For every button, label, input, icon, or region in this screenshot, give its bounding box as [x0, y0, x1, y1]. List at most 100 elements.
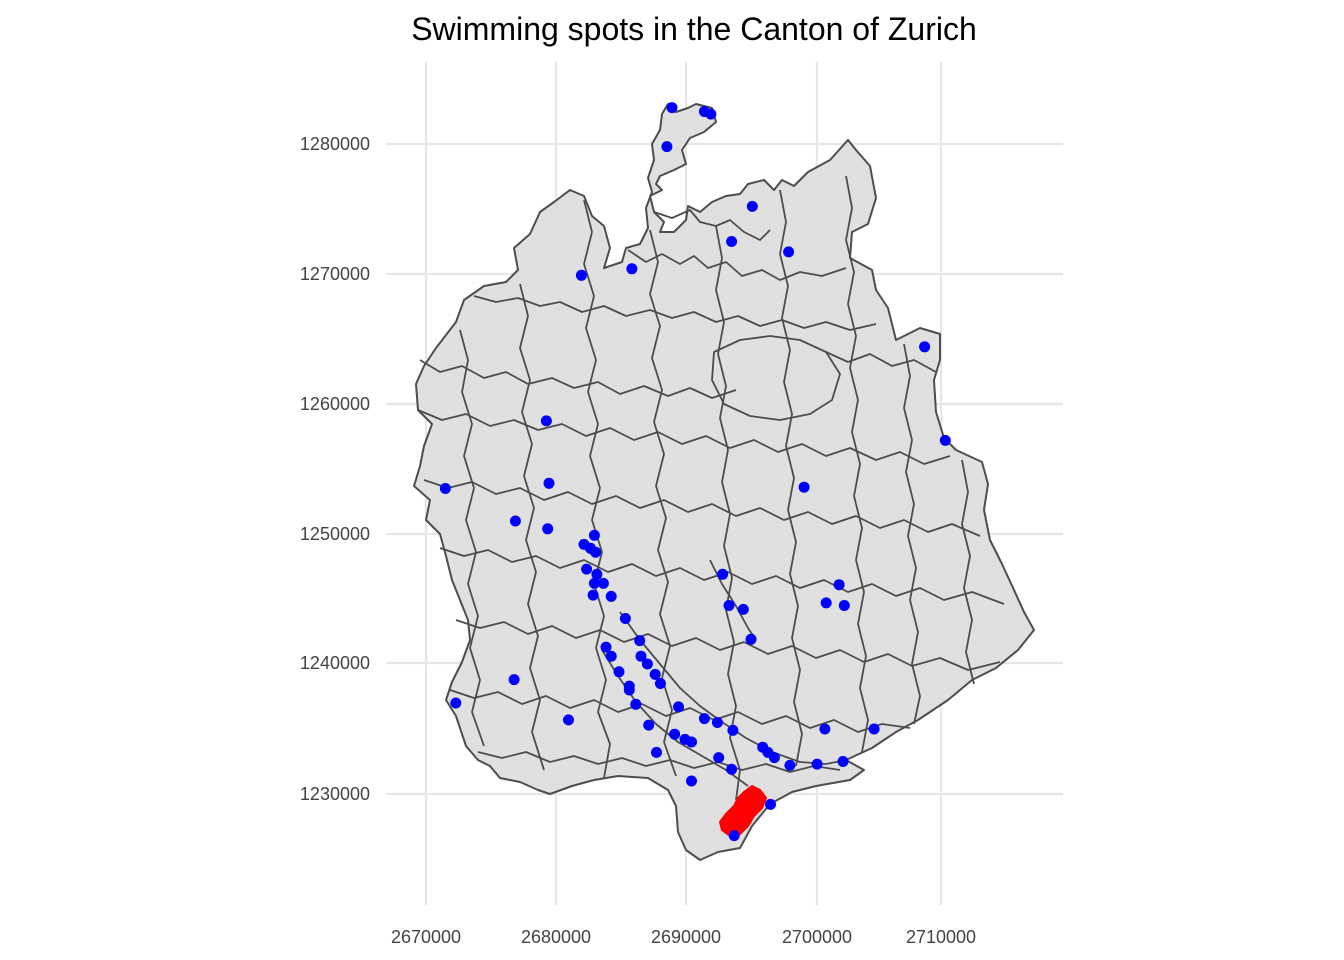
swimming-spot-32 [737, 603, 749, 615]
boundary-north-2 [627, 249, 847, 281]
swimming-spot-54 [819, 723, 831, 735]
swimming-spot-31 [723, 600, 735, 611]
boundary-north-5 [825, 351, 937, 373]
swimming-spot-38 [635, 650, 647, 662]
swimming-spot-67 [726, 763, 738, 775]
swimming-spot-62 [768, 752, 780, 764]
swimming-spot-15 [509, 515, 521, 527]
y-tick-label: 1240000 [300, 653, 370, 673]
swimming-spot-70 [728, 830, 740, 842]
swimming-spot-39 [641, 658, 653, 670]
swimming-spots [439, 102, 951, 842]
swimming-spot-56 [669, 728, 681, 740]
swimming-spot-63 [713, 752, 725, 764]
swimming-spot-69 [765, 798, 776, 810]
swimming-spot-66 [837, 756, 849, 767]
y-tick-label: 1250000 [300, 524, 370, 544]
swimming-spot-8 [575, 269, 587, 281]
swimming-spot-11 [939, 434, 951, 446]
swimming-spot-9 [919, 341, 931, 353]
boundary-south-3 [477, 751, 841, 773]
swimming-spot-43 [654, 678, 666, 689]
boundary-vertical-2 [519, 283, 545, 771]
swimming-spot-23 [717, 568, 729, 580]
boundary-north-4 [419, 359, 737, 399]
boundary-mid-2 [423, 479, 981, 537]
swimming-spot-14 [543, 477, 555, 489]
highlighted-municipality [719, 785, 767, 837]
swimming-spot-3 [661, 141, 673, 153]
boundary-vertical-6 [779, 189, 803, 767]
x-tick-label: 2690000 [651, 927, 721, 947]
x-tick-label: 2670000 [391, 927, 461, 947]
swimming-spot-12 [439, 483, 451, 494]
swimming-spot-22 [591, 568, 603, 580]
swimming-spot-6 [783, 246, 795, 258]
x-tick-label: 2700000 [782, 927, 852, 947]
swimming-spot-27 [605, 590, 617, 602]
swimming-spot-0 [666, 102, 678, 114]
swimming-spot-13 [798, 481, 810, 493]
boundary-vertical-7 [845, 175, 869, 753]
boundary-vertical-3 [583, 199, 611, 779]
swimming-spot-35 [745, 633, 757, 645]
swimming-spot-4 [746, 200, 758, 212]
swimming-spot-61 [651, 746, 662, 758]
swimming-spot-42 [508, 674, 520, 686]
swimming-spot-20 [590, 546, 602, 558]
swimming-spot-64 [784, 759, 796, 771]
swimming-spot-33 [619, 613, 631, 624]
swimming-spot-49 [698, 713, 710, 725]
swimming-spot-7 [626, 263, 638, 275]
swimming-spot-55 [727, 724, 739, 736]
swimming-spot-53 [868, 723, 880, 735]
y-tick-label: 1230000 [300, 784, 370, 804]
swimming-spot-34 [634, 635, 646, 647]
boundary-south-1 [455, 619, 1001, 671]
swimming-spot-37 [605, 650, 617, 662]
swimming-spot-16 [542, 523, 554, 535]
map-title: Swimming spots in the Canton of Zurich [411, 11, 977, 47]
swimming-spot-52 [643, 719, 655, 731]
swimming-spot-26 [833, 579, 845, 591]
y-axis-ticks: 1230000 1240000 1250000 1260000 1270000 … [300, 134, 370, 804]
swimming-spot-2 [705, 108, 717, 120]
swimming-spot-25 [588, 577, 600, 589]
swimming-spot-41 [649, 668, 661, 680]
boundary-lake-zurich-2 [601, 649, 749, 787]
swimming-spot-47 [630, 698, 642, 710]
swimming-spot-50 [563, 714, 574, 726]
y-tick-label: 1260000 [300, 394, 370, 414]
boundary-vertical-1 [459, 329, 485, 747]
swimming-spot-58 [686, 736, 697, 748]
swimming-spot-5 [726, 236, 738, 247]
boundary-vertical-8 [903, 343, 921, 725]
swimming-spot-51 [711, 717, 723, 728]
swimming-spot-17 [588, 529, 600, 541]
x-tick-label: 2680000 [521, 927, 591, 947]
swimming-spot-28 [587, 589, 599, 601]
swimming-spot-36 [600, 641, 612, 653]
swimming-spot-48 [673, 701, 684, 713]
x-tick-label: 2710000 [906, 927, 976, 947]
boundary-north-3 [473, 295, 877, 331]
swimming-spot-30 [838, 600, 850, 611]
swimming-spot-65 [811, 758, 823, 770]
boundary-winterthur [711, 335, 841, 421]
swimming-spot-24 [597, 577, 609, 589]
swimming-spot-68 [686, 775, 697, 787]
swimming-spot-45 [623, 684, 635, 696]
swimming-spot-40 [613, 666, 625, 678]
y-tick-label: 1280000 [300, 134, 370, 154]
swimming-spot-29 [820, 597, 832, 609]
boundary-vertical-9 [961, 459, 975, 685]
x-axis-ticks: 2670000 2680000 2690000 2700000 2710000 [391, 927, 976, 947]
swimming-spot-21 [581, 563, 593, 575]
swimming-spot-46 [450, 697, 462, 709]
canton-outline [413, 103, 1035, 861]
boundary-vertical-5 [715, 225, 741, 801]
boundary-mid-1 [417, 409, 951, 465]
y-tick-label: 1270000 [300, 264, 370, 284]
swimming-spot-10 [540, 415, 552, 427]
